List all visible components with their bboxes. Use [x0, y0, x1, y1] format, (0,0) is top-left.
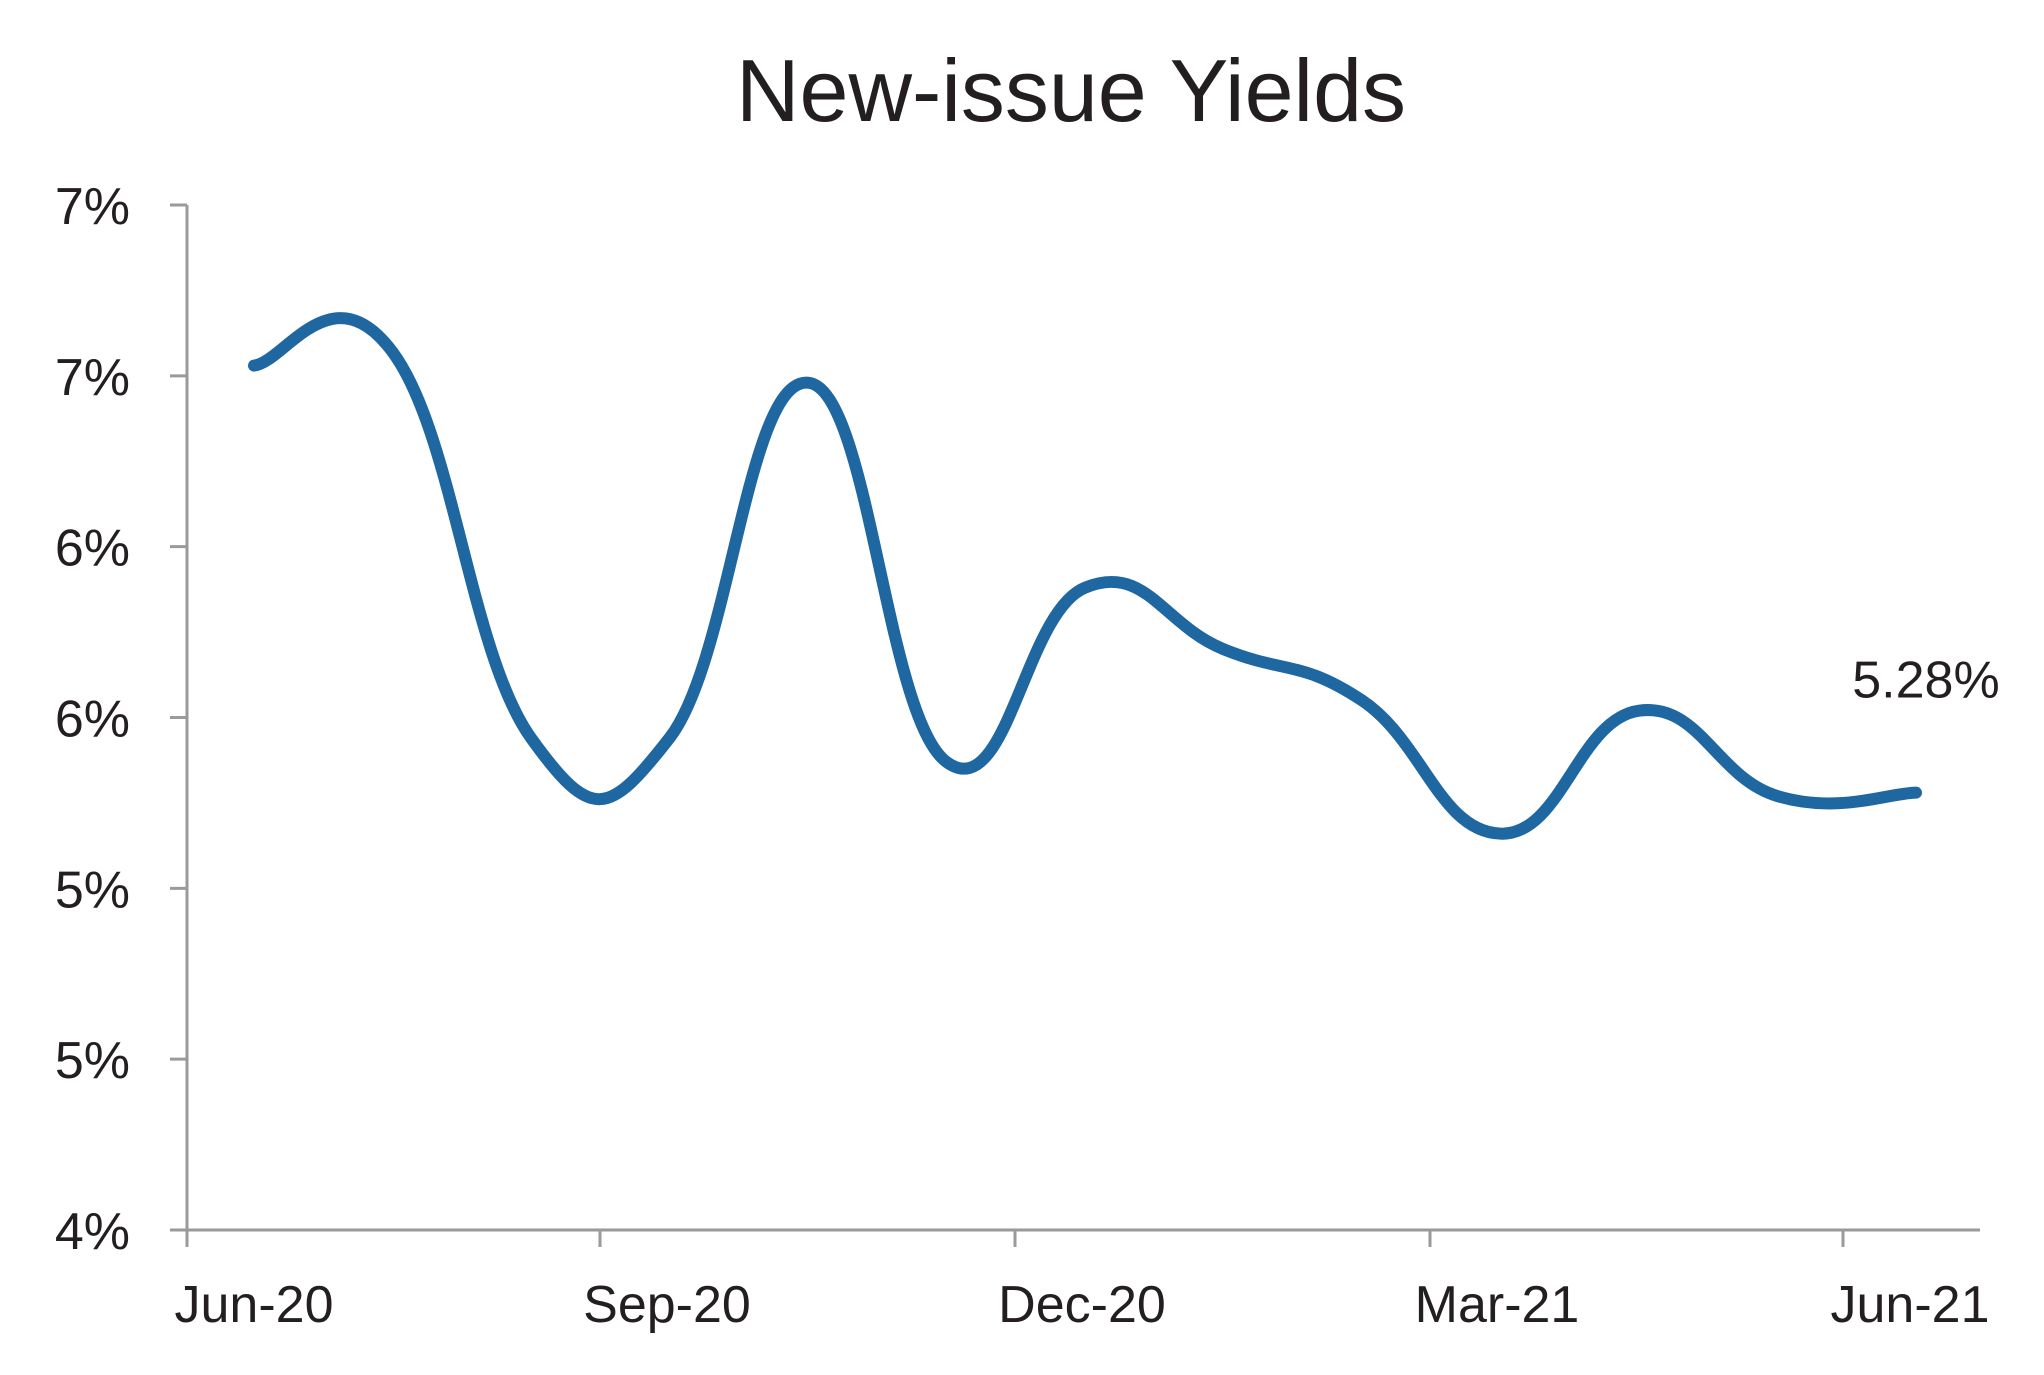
- y-tick-label: 5%: [55, 1032, 130, 1090]
- y-tick-label: 6%: [55, 691, 130, 749]
- x-axis: Jun-20 Sep-20 Dec-20 Mar-21 Jun-21: [175, 1228, 1990, 1334]
- series-line: [248, 312, 1922, 840]
- data-label: 5.28%: [1852, 652, 1999, 710]
- chart-title: New-issue Yields: [736, 41, 1406, 140]
- x-tick-label: Mar-21: [1415, 1276, 1580, 1334]
- y-tick-label: 7%: [55, 349, 130, 407]
- annotation-layer: 5.28%: [1852, 652, 1999, 710]
- y-tick-label: 4%: [55, 1203, 130, 1261]
- y-axis: 4% 5% 5% 6% 6% 7% 7%: [55, 178, 189, 1261]
- x-tick-label: Dec-20: [998, 1276, 1166, 1334]
- y-tick-label: 6%: [55, 520, 130, 578]
- x-tick-label: Jun-21: [1831, 1276, 1990, 1334]
- x-tick-label: Sep-20: [583, 1276, 751, 1334]
- y-tick-label: 5%: [55, 861, 130, 919]
- x-tick-label: Jun-20: [175, 1276, 334, 1334]
- y-tick-label: 7%: [55, 178, 130, 236]
- series-layer: [248, 312, 1922, 840]
